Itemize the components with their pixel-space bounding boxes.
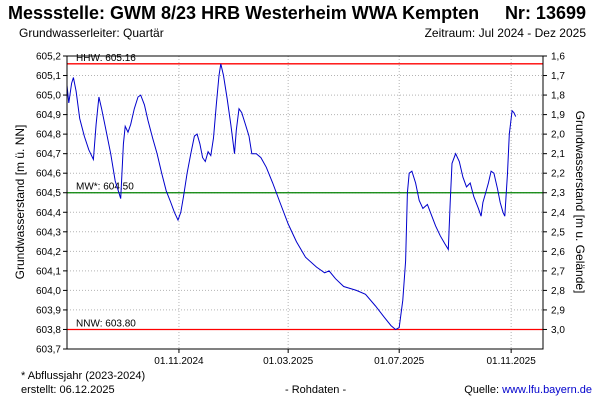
source: Quelle: www.lfu.bayern.de (464, 384, 592, 396)
y-tick-label: 603,9 (36, 305, 61, 316)
ref-label-hhw: HHW: 605.16 (76, 53, 136, 64)
station-number: Nr: 13699 (504, 3, 586, 23)
y-tick-label: 604,6 (36, 169, 61, 180)
y-tick-label: 605,1 (36, 71, 61, 82)
x-tick-label: 01.07.2025 (374, 356, 424, 367)
source-link[interactable]: www.lfu.bayern.de (502, 384, 592, 396)
y-tick-label: 604,3 (36, 227, 61, 238)
y2-tick-label: 1,9 (551, 110, 565, 121)
y2-tick-label: 2,8 (551, 286, 565, 297)
y-axis-label: Grundwasserstand [m ü. NN] (13, 125, 27, 280)
period-label: Zeitraum: Jul 2024 - Dez 2025 (424, 26, 586, 40)
rawdata-label: - Rohdaten - (285, 384, 347, 396)
y-tick-label: 604,9 (36, 110, 61, 121)
y2-tick-label: 1,6 (551, 52, 565, 63)
x-tick-label: 01.03.2025 (263, 356, 313, 367)
grid (67, 56, 543, 349)
y2-tick-label: 1,8 (551, 91, 565, 102)
y-tick-label: 605,0 (36, 91, 61, 102)
x-tick-label: 01.11.2024 (154, 356, 204, 367)
y-tick-label: 604,7 (36, 149, 61, 160)
footnote: * Abflussjahr (2023-2024) (21, 370, 146, 382)
series-line-groundwater (66, 63, 517, 331)
y-tick-label: 604,5 (36, 188, 61, 199)
y2-tick-label: 1,7 (551, 71, 565, 82)
y-tick-label: 603,8 (36, 325, 61, 336)
y2-tick-label: 3,0 (551, 325, 565, 336)
y2-tick-label: 2,0 (551, 130, 565, 141)
source-label: Quelle: (464, 384, 503, 396)
aquifer-label: Grundwasserleiter: Quartär (19, 26, 164, 40)
y-tick-label: 604,0 (36, 286, 61, 297)
y2-tick-label: 2,3 (551, 188, 565, 199)
y2-axis-label: Grundwasserstand [m u. Gelände] (573, 111, 587, 294)
y2-tick-label: 2,4 (551, 208, 565, 219)
chart-title: Messstelle: GWM 8/23 HRB Westerheim WWA … (8, 3, 480, 23)
y-tick-label: 605,2 (36, 52, 61, 63)
y-axis-ticks: 605,2 605,1 605,0 604,9 604,8 604,7 604,6 604,5… (36, 52, 67, 356)
y-tick-label: 603,7 (36, 345, 61, 356)
ref-label-nnw: NNW: 603.80 (76, 318, 136, 329)
created-date: erstellt: 06.12.2025 (21, 384, 115, 396)
y2-tick-label: 2,7 (551, 266, 565, 277)
x-axis-ticks: 01.11.2024 01.03.2025 01.07.2025 01.11.2025 (154, 349, 536, 367)
y2-tick-label: 2,6 (551, 247, 565, 258)
y-tick-label: 604,4 (36, 208, 61, 219)
plot-frame (66, 55, 544, 350)
y2-tick-label: 2,1 (551, 149, 565, 160)
y2-axis-ticks: 1,6 1,7 1,8 1,9 2,0 2,1 2,2 2,3 2,4 2,5 2,6 2,7 2,8 2… (543, 52, 565, 336)
y2-tick-label: 2,5 (551, 227, 565, 238)
ref-label-mw: MW*: 604.50 (76, 182, 134, 193)
y-tick-label: 604,1 (36, 266, 61, 277)
reference-lines: HHW: 605.16 MW*: 604.50 NNW: 603.80 (67, 53, 543, 331)
y2-tick-label: 2,2 (551, 169, 565, 180)
y-tick-label: 604,2 (36, 247, 61, 258)
x-tick-label: 01.11.2025 (486, 356, 536, 367)
y-tick-label: 604,8 (36, 130, 61, 141)
y2-tick-label: 2,9 (551, 305, 565, 316)
